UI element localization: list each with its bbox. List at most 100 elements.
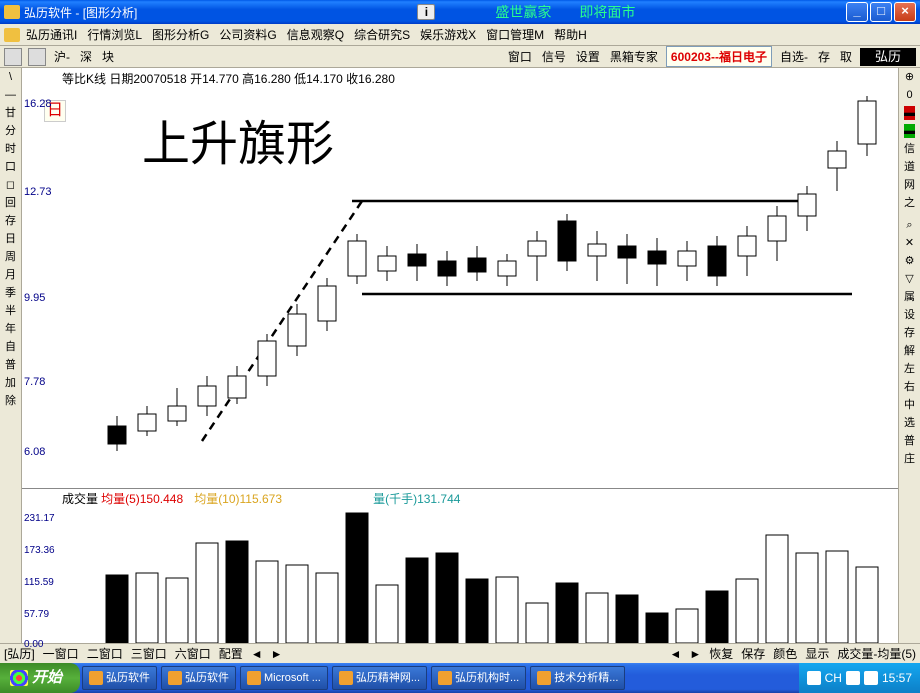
sb-right[interactable]: 恢复 (709, 645, 733, 662)
tb-save[interactable]: 存 (818, 48, 830, 65)
sidebar-item[interactable]: 右 (904, 380, 915, 394)
tb-settings[interactable]: 设置 (576, 48, 600, 65)
tray-lang[interactable]: CH (825, 671, 842, 685)
volume-y-axis: 231.17173.36115.5957.790.00 (24, 505, 60, 643)
sidebar-item[interactable]: ▽ (905, 272, 913, 286)
system-tray[interactable]: CH 15:57 (799, 663, 920, 693)
taskbar-item[interactable]: 弘历机构时... (431, 666, 526, 690)
toolbar-button[interactable] (4, 48, 22, 66)
taskbar-item[interactable]: Microsoft ... (240, 666, 328, 690)
sidebar-item[interactable]: 月 (5, 268, 16, 282)
market-block[interactable]: 块 (102, 48, 114, 65)
sidebar-item[interactable]: 时 (5, 142, 16, 156)
close-button[interactable]: × (894, 2, 916, 22)
sidebar-item[interactable]: — (5, 88, 16, 102)
sidebar-item[interactable]: 信 (904, 142, 915, 156)
menu-item[interactable]: 信息观察Q (287, 26, 344, 43)
sidebar-item[interactable]: 之 (904, 196, 915, 210)
nav-right[interactable]: ► (271, 647, 283, 661)
toolbar-button[interactable] (28, 48, 46, 66)
sb-right[interactable]: 颜色 (773, 645, 797, 662)
sidebar-item[interactable]: 除 (5, 394, 16, 408)
sidebar-item[interactable]: 道 (904, 160, 915, 174)
menu-item[interactable]: 图形分析G (152, 26, 209, 43)
menu-item[interactable]: 窗口管理M (486, 26, 544, 43)
titlebar: 弘历软件 - [图形分析] i 盛世赢家 即将面市 _ □ × (0, 0, 920, 24)
sidebar-item[interactable]: 解 (904, 344, 915, 358)
tray-icon[interactable] (864, 671, 878, 685)
sidebar-item[interactable]: 庄 (904, 452, 915, 466)
sidebar-item[interactable]: 自 (5, 340, 16, 354)
sidebar-item[interactable]: ▬ (904, 124, 915, 138)
menu-item[interactable]: 弘历通讯I (26, 26, 77, 43)
brand-logo: 弘历 (860, 48, 916, 66)
menu-item[interactable]: 公司资料G (219, 26, 276, 43)
nav-right2[interactable]: ► (689, 647, 701, 661)
sb-left[interactable]: 一窗口 (43, 645, 79, 662)
menu-item[interactable]: 行情浏览L (87, 26, 142, 43)
tray-icon[interactable] (807, 671, 821, 685)
sidebar-item[interactable]: 存 (904, 326, 915, 340)
sidebar-item[interactable]: 选 (904, 416, 915, 430)
taskbar-item[interactable]: 弘历软件 (82, 666, 157, 690)
vols-svg (62, 505, 898, 643)
sidebar-item[interactable]: 半 (5, 304, 16, 318)
start-button[interactable]: 开始 (0, 663, 80, 693)
sidebar-item[interactable]: ⚙ (905, 254, 915, 268)
sidebar-item[interactable]: 网 (904, 178, 915, 192)
sidebar-item[interactable]: 年 (5, 322, 16, 336)
nav-left2[interactable]: ◄ (669, 647, 681, 661)
sidebar-item[interactable]: 左 (904, 362, 915, 376)
market-sz[interactable]: 深 (80, 48, 92, 65)
sidebar-item[interactable]: 中 (904, 398, 915, 412)
sb-right[interactable]: 成交量-均量(5) (837, 645, 916, 662)
minimize-button[interactable]: _ (846, 2, 868, 22)
tb-signal[interactable]: 信号 (542, 48, 566, 65)
tb-custom[interactable]: 自选- (780, 48, 808, 65)
sidebar-item[interactable]: 加 (5, 376, 16, 390)
sidebar-item[interactable]: 分 (5, 124, 16, 138)
stock-code-field[interactable]: 600203--福日电子 (666, 46, 772, 67)
sidebar-item[interactable]: 季 (5, 286, 16, 300)
sidebar-item[interactable]: 属 (904, 290, 915, 304)
app-title: 弘历软件 - [图形分析] (24, 4, 137, 21)
sidebar-item[interactable]: ⊕ (905, 70, 914, 84)
sb-right[interactable]: 显示 (805, 645, 829, 662)
sidebar-item[interactable]: 日 (5, 232, 16, 246)
sidebar-item[interactable]: ▬ (904, 106, 915, 120)
sb-left[interactable]: 二窗口 (87, 645, 123, 662)
maximize-button[interactable]: □ (870, 2, 892, 22)
sb-right[interactable]: 保存 (741, 645, 765, 662)
sidebar-item[interactable]: 回 (5, 196, 16, 210)
sb-left[interactable]: 三窗口 (131, 645, 167, 662)
sb-left[interactable]: 六窗口 (175, 645, 211, 662)
sidebar-item[interactable]: 设 (904, 308, 915, 322)
menu-item[interactable]: 综合研究S (354, 26, 410, 43)
info-button[interactable]: i (417, 4, 435, 20)
sidebar-item[interactable]: ◻ (6, 178, 15, 192)
sidebar-item[interactable]: ✕ (905, 236, 914, 250)
taskbar-item[interactable]: 技术分析精... (530, 666, 625, 690)
volume-chart[interactable]: 231.17173.36115.5957.790.00 (22, 505, 898, 643)
sidebar-item[interactable]: 口 (5, 160, 16, 174)
sidebar-item[interactable]: 存 (5, 214, 16, 228)
sb-left[interactable]: 配置 (219, 645, 243, 662)
tb-blackbox[interactable]: 黑箱专家 (610, 48, 658, 65)
menu-item[interactable]: 娱乐游戏X (420, 26, 476, 43)
sidebar-item[interactable]: \ (9, 70, 12, 84)
taskbar-item[interactable]: 弘历精神网... (332, 666, 427, 690)
sidebar-item[interactable]: 0 (906, 88, 912, 102)
sidebar-item[interactable]: 普 (5, 358, 16, 372)
menu-item[interactable]: 帮助H (554, 26, 587, 43)
tb-load[interactable]: 取 (840, 48, 852, 65)
tray-icon[interactable] (846, 671, 860, 685)
sidebar-item[interactable]: 普 (904, 434, 915, 448)
candlestick-chart[interactable]: 日 16.2812.739.957.786.08 上升旗形 (22, 86, 898, 489)
taskbar-item[interactable]: 弘历软件 (161, 666, 236, 690)
sidebar-item[interactable]: 周 (5, 250, 16, 264)
sidebar-item[interactable]: ⌕ (906, 218, 912, 232)
market-sh[interactable]: 沪- (54, 48, 70, 65)
tb-window[interactable]: 窗口 (508, 48, 532, 65)
nav-left[interactable]: ◄ (251, 647, 263, 661)
sidebar-item[interactable]: 甘 (5, 106, 16, 120)
